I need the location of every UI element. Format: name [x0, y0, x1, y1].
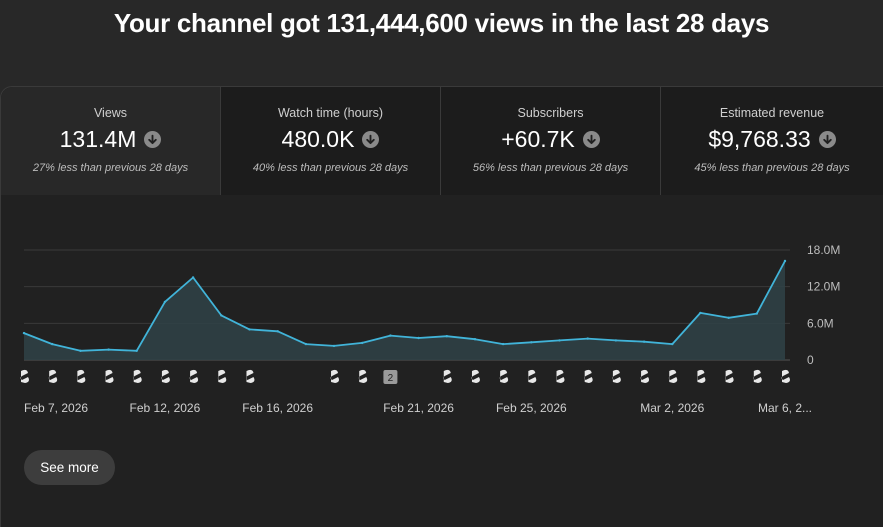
tab-note: 27% less than previous 28 days	[32, 162, 189, 174]
shorts-icon	[499, 369, 509, 383]
shorts-icon	[527, 369, 537, 383]
data-point	[417, 336, 420, 340]
data-point	[501, 342, 505, 346]
data-point	[586, 337, 589, 340]
arrow-down-icon	[144, 131, 162, 148]
y-tick-label: 6.0M	[807, 316, 834, 330]
shorts-icon	[48, 369, 58, 383]
data-point	[473, 338, 477, 341]
shorts-icon	[612, 369, 621, 383]
data-point	[530, 341, 533, 344]
x-tick-label: Feb 16, 2026	[242, 401, 313, 415]
data-point	[614, 339, 618, 342]
metric-tabs: Views 131.4M 27% less than previous 28 d…	[1, 87, 883, 195]
shorts-icon	[20, 369, 29, 383]
data-point	[248, 328, 251, 331]
arrow-down-icon	[362, 131, 380, 148]
data-point	[558, 339, 561, 342]
shorts-icon	[358, 369, 368, 383]
shorts-icon	[76, 369, 86, 383]
y-tick-label: 12.0M	[807, 280, 840, 294]
arrow-down-icon	[818, 131, 836, 148]
shorts-icon	[584, 369, 593, 383]
shorts-icon	[161, 369, 170, 383]
page-headline: Your channel got 131,444,600 views in th…	[113, 8, 770, 38]
shorts-icon	[753, 369, 762, 383]
shorts-icon	[443, 369, 452, 383]
tab-value: 131.4M	[59, 126, 137, 152]
x-tick-label: Feb 25, 2026	[496, 401, 567, 415]
shorts-icon	[105, 369, 114, 383]
shorts-icon	[696, 369, 706, 383]
series-line-views	[23, 260, 786, 352]
data-point	[389, 334, 392, 337]
shorts-icon	[781, 369, 790, 383]
tab-label: Estimated revenue	[719, 106, 825, 120]
tab-note: 40% less than previous 28 days	[252, 162, 409, 174]
tab-estimated-revenue[interactable]: Estimated revenue $9,768.33 45% less tha…	[661, 87, 883, 195]
data-point	[220, 314, 223, 317]
tab-watch-time[interactable]: Watch time (hours) 480.0K 40% less than …	[221, 87, 441, 195]
shorts-icon	[471, 369, 480, 383]
arrow-down-icon	[582, 131, 600, 148]
data-point	[191, 276, 195, 279]
y-tick-label: 0	[807, 353, 814, 367]
shorts-icon	[245, 369, 255, 383]
shorts-icon	[330, 369, 340, 383]
shorts-icon	[133, 369, 142, 383]
views-chart[interactable]: 0 6.0M 12.0M 18.0M 2 Feb 7, 2026 Feb 12, 2026 F…	[0, 230, 883, 520]
data-point	[755, 312, 758, 315]
data-point	[135, 349, 138, 352]
tab-value: +60.7K	[501, 126, 575, 152]
series-area	[24, 261, 785, 360]
tab-value: 480.0K	[281, 126, 355, 152]
data-point	[699, 311, 702, 315]
data-point	[727, 316, 730, 319]
see-more-button[interactable]: See more	[24, 450, 115, 485]
data-point	[107, 348, 110, 351]
data-point	[445, 335, 448, 338]
data-point	[163, 300, 167, 304]
tab-subscribers[interactable]: Subscribers +60.7K 56% less than previou…	[441, 87, 661, 195]
upload-count-label: 2	[388, 373, 394, 384]
data-point	[783, 259, 787, 263]
tab-label: Watch time (hours)	[277, 106, 384, 120]
tab-views[interactable]: Views 131.4M 27% less than previous 28 d…	[1, 87, 221, 195]
x-tick-label: Feb 12, 2026	[130, 401, 201, 415]
data-point	[304, 342, 308, 346]
data-point	[22, 331, 26, 335]
analytics-card: Views 131.4M 27% less than previous 28 d…	[0, 86, 883, 527]
x-tick-label: Mar 6, 2...	[758, 401, 812, 415]
data-point	[671, 342, 674, 346]
data-point	[51, 342, 54, 346]
data-point	[642, 340, 646, 343]
tab-label: Subscribers	[517, 106, 584, 120]
tab-value: $9,768.33	[708, 126, 811, 152]
data-point	[276, 330, 279, 333]
shorts-icon	[556, 369, 565, 383]
shorts-icon	[725, 369, 734, 383]
x-tick-label: Mar 2, 2026	[640, 401, 704, 415]
data-point	[332, 344, 336, 348]
x-tick-label: Feb 7, 2026	[24, 401, 88, 415]
data-point	[361, 341, 364, 345]
y-tick-label: 18.0M	[807, 243, 840, 257]
tab-note: 45% less than previous 28 days	[694, 162, 850, 174]
shorts-icon	[640, 369, 650, 383]
data-point	[79, 349, 82, 352]
x-tick-label: Feb 21, 2026	[383, 401, 454, 415]
upload-count-badge	[383, 370, 398, 384]
shorts-icon	[189, 369, 199, 383]
tab-label: Views	[93, 106, 128, 120]
shorts-icon	[668, 369, 678, 383]
tab-note: 56% less than previous 28 days	[472, 162, 629, 174]
shorts-icon	[217, 369, 227, 383]
